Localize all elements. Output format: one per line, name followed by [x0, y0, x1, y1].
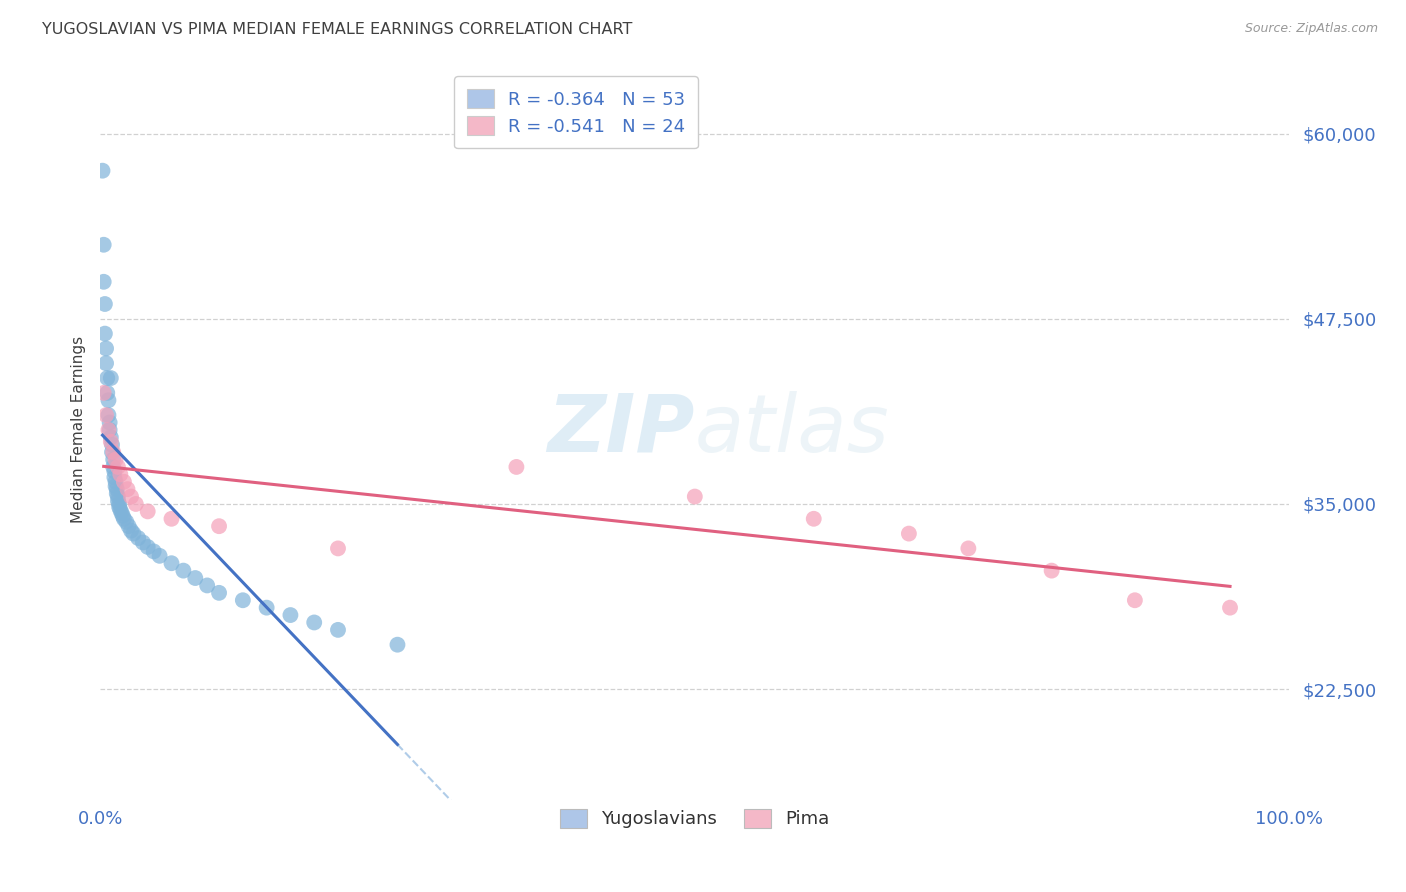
- Point: [103, 470, 125, 484]
- Point: [803, 512, 825, 526]
- Text: atlas: atlas: [695, 391, 890, 469]
- Text: ZIP: ZIP: [547, 391, 695, 469]
- Point: [1219, 600, 1241, 615]
- Point: [1123, 593, 1146, 607]
- Point: [96, 385, 118, 400]
- Point: [120, 490, 142, 504]
- Point: [100, 371, 122, 385]
- Point: [115, 515, 138, 529]
- Point: [256, 600, 278, 615]
- Point: [387, 638, 409, 652]
- Point: [104, 475, 127, 489]
- Point: [110, 467, 132, 482]
- Point: [103, 452, 125, 467]
- Point: [104, 452, 127, 467]
- Point: [105, 486, 128, 500]
- Point: [97, 393, 120, 408]
- Point: [97, 423, 120, 437]
- Legend: Yugoslavians, Pima: Yugoslavians, Pima: [553, 801, 837, 836]
- Point: [93, 385, 115, 400]
- Point: [94, 297, 117, 311]
- Point: [160, 512, 183, 526]
- Point: [112, 512, 135, 526]
- Point: [104, 479, 127, 493]
- Point: [112, 475, 135, 489]
- Point: [149, 549, 172, 563]
- Point: [957, 541, 980, 556]
- Point: [105, 482, 128, 496]
- Text: Source: ZipAtlas.com: Source: ZipAtlas.com: [1244, 22, 1378, 36]
- Point: [91, 163, 114, 178]
- Point: [101, 438, 124, 452]
- Point: [98, 416, 121, 430]
- Point: [132, 535, 155, 549]
- Point: [208, 586, 231, 600]
- Point: [122, 526, 145, 541]
- Point: [100, 434, 122, 449]
- Y-axis label: Median Female Earnings: Median Female Earnings: [72, 336, 86, 524]
- Point: [103, 459, 125, 474]
- Point: [107, 494, 129, 508]
- Point: [136, 540, 159, 554]
- Point: [107, 459, 129, 474]
- Point: [103, 464, 125, 478]
- Point: [96, 371, 118, 385]
- Point: [195, 578, 218, 592]
- Point: [94, 326, 117, 341]
- Point: [93, 237, 115, 252]
- Point: [94, 356, 117, 370]
- Point: [97, 408, 120, 422]
- Point: [897, 526, 920, 541]
- Point: [142, 544, 165, 558]
- Point: [94, 408, 117, 422]
- Point: [111, 508, 134, 523]
- Point: [125, 497, 148, 511]
- Point: [683, 490, 706, 504]
- Text: YUGOSLAVIAN VS PIMA MEDIAN FEMALE EARNINGS CORRELATION CHART: YUGOSLAVIAN VS PIMA MEDIAN FEMALE EARNIN…: [42, 22, 633, 37]
- Point: [110, 506, 132, 520]
- Point: [280, 608, 302, 623]
- Point: [208, 519, 231, 533]
- Point: [302, 615, 325, 630]
- Point: [103, 445, 125, 459]
- Point: [505, 459, 527, 474]
- Point: [107, 490, 129, 504]
- Point: [1040, 564, 1063, 578]
- Point: [108, 497, 131, 511]
- Point: [117, 482, 139, 496]
- Point: [118, 519, 141, 533]
- Point: [184, 571, 207, 585]
- Point: [127, 531, 149, 545]
- Point: [110, 503, 132, 517]
- Point: [120, 524, 142, 538]
- Point: [172, 564, 194, 578]
- Point: [136, 504, 159, 518]
- Point: [93, 275, 115, 289]
- Point: [98, 423, 121, 437]
- Point: [160, 556, 183, 570]
- Point: [101, 445, 124, 459]
- Point: [326, 541, 349, 556]
- Point: [108, 500, 131, 514]
- Point: [100, 430, 122, 444]
- Point: [94, 342, 117, 356]
- Point: [326, 623, 349, 637]
- Point: [232, 593, 254, 607]
